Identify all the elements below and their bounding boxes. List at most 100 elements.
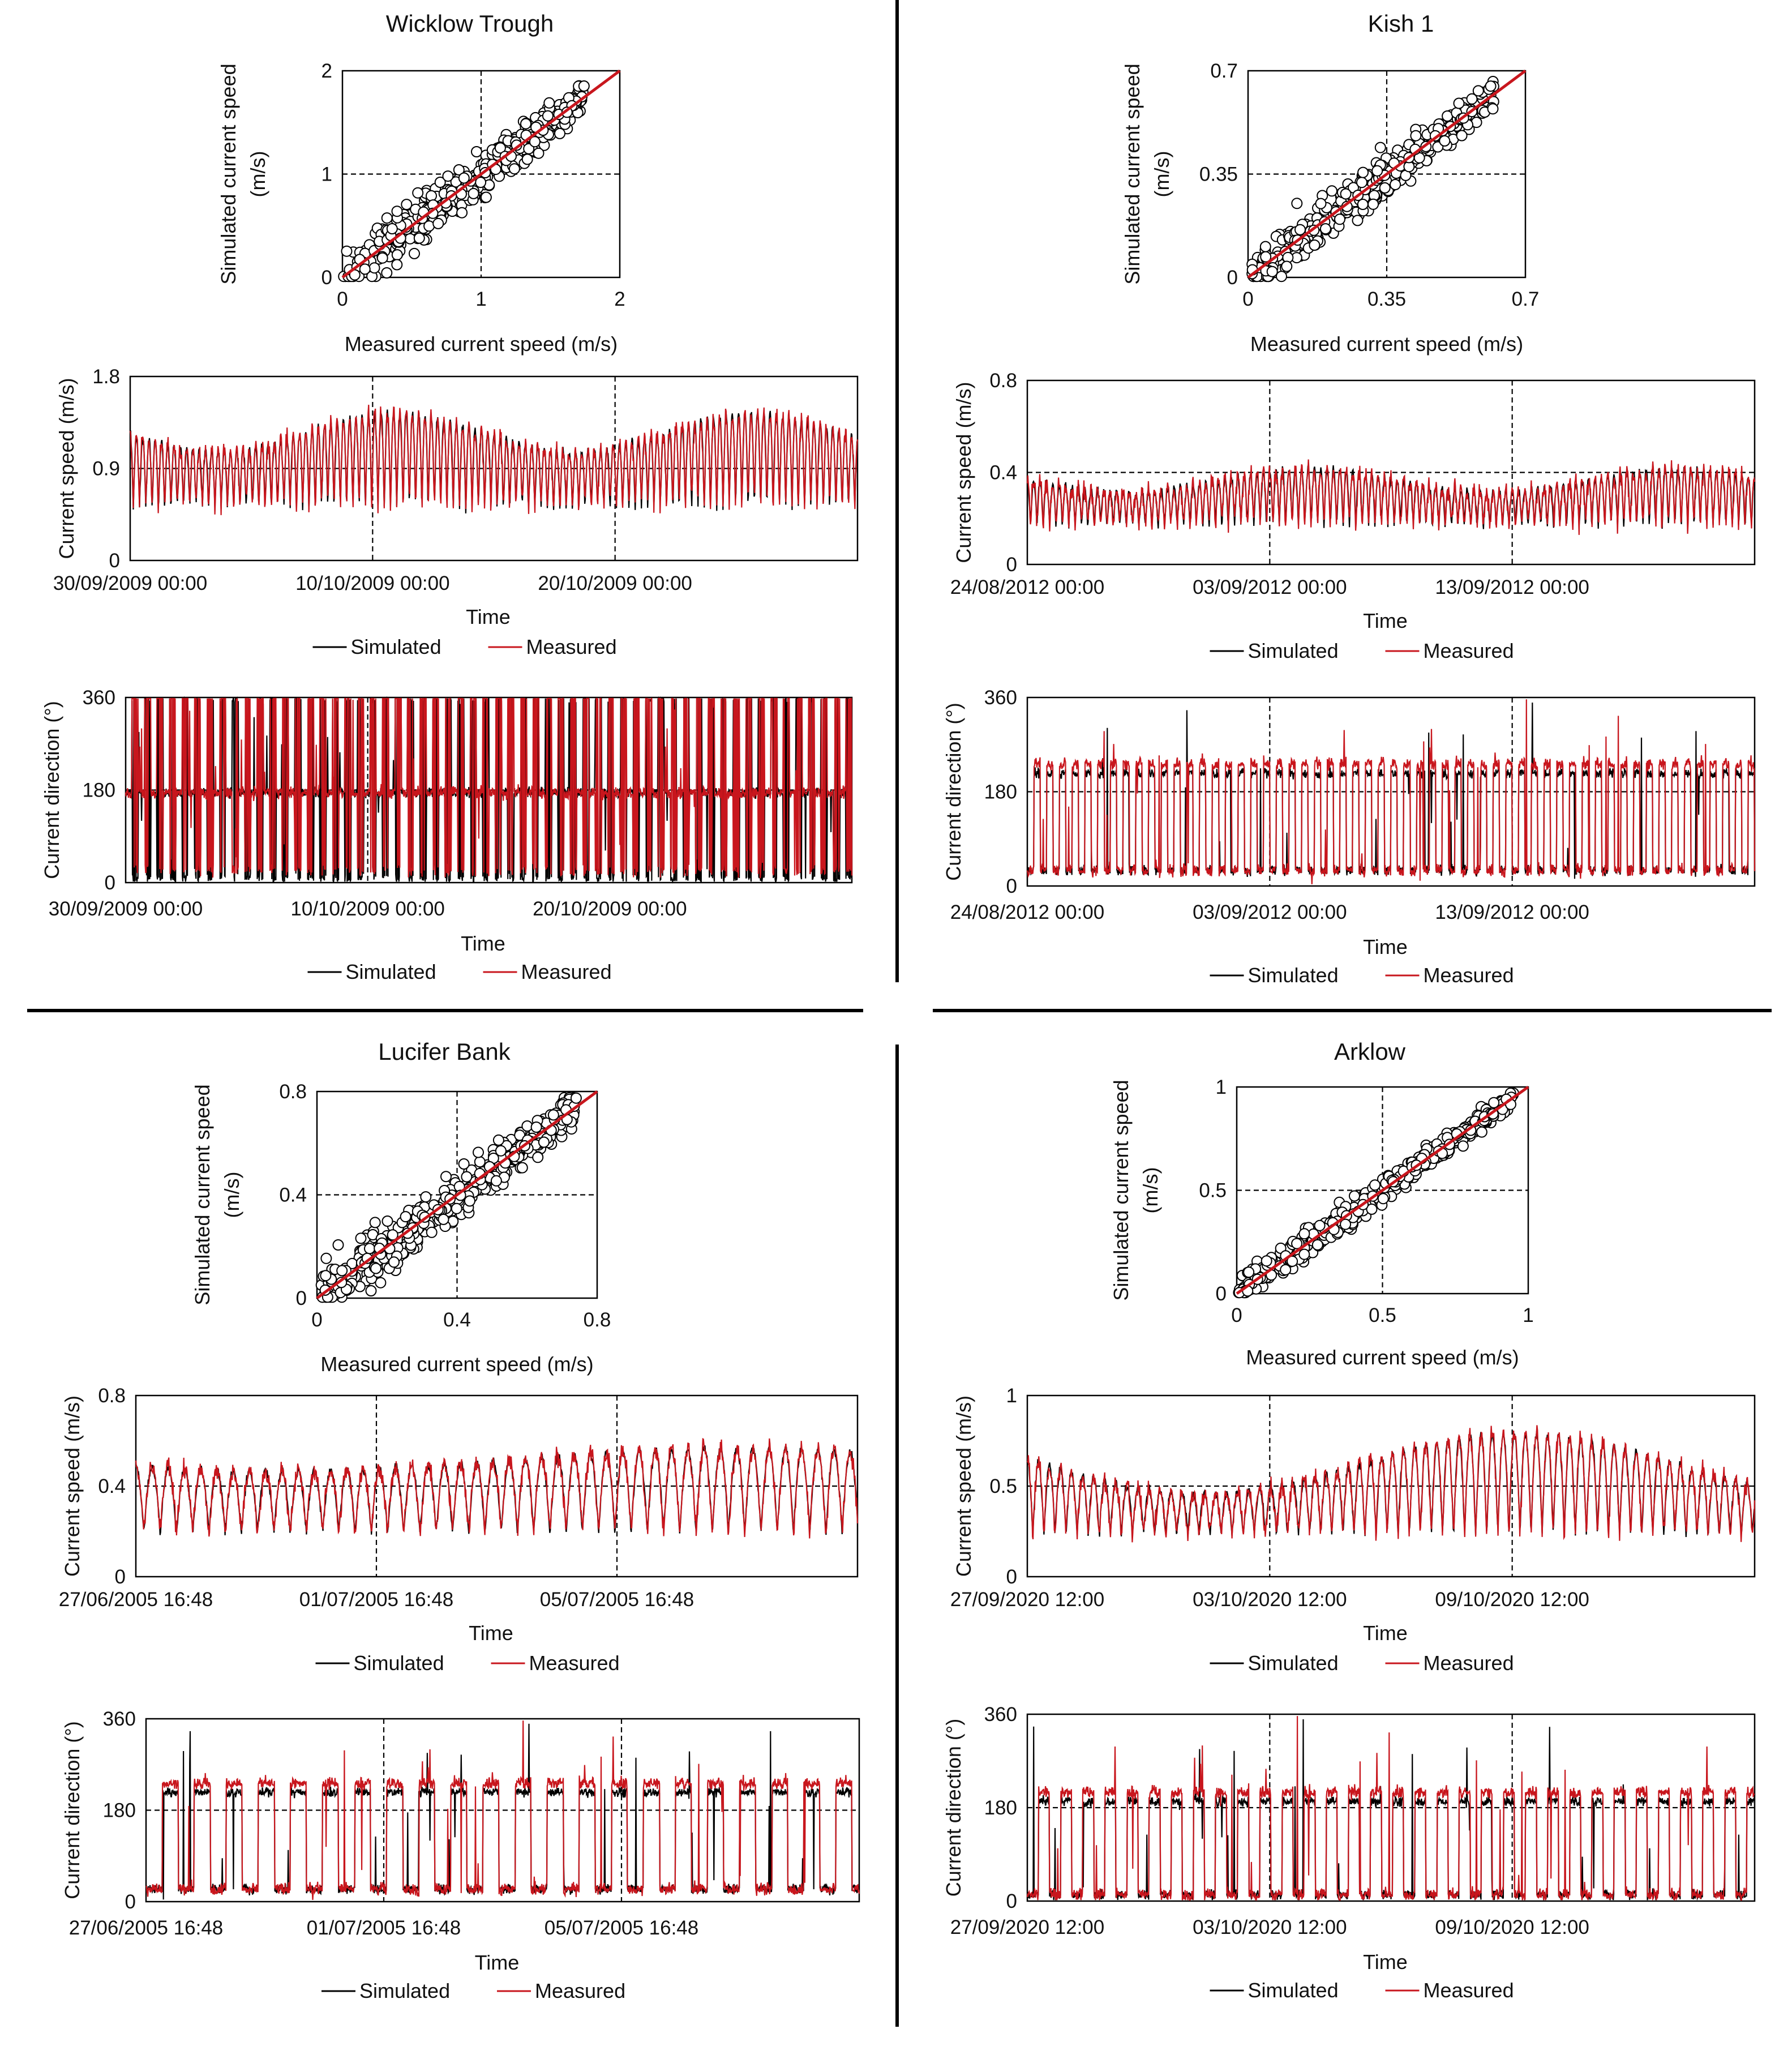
- legend-simulated-label: Simulated: [1248, 964, 1339, 987]
- scatter-point: [332, 1239, 344, 1251]
- scatter-ytick: 1: [321, 164, 332, 186]
- scatter-point: [1374, 142, 1386, 153]
- scatter-point: [1369, 1179, 1381, 1191]
- speed-timeseries: 27/09/2020 12:00 03/10/2020 12:00 09/10/20…: [950, 1385, 1756, 1675]
- speed-ytick: 0.4: [989, 462, 1017, 484]
- scatter-point: [434, 177, 446, 188]
- scatter-plot: 0 0.35 0.7 0 0.35 0.7 Measured current speed (…: [1121, 60, 1539, 356]
- scatter-ytick: 0: [296, 1287, 307, 1309]
- scatter-xtick: 0.4: [443, 1309, 471, 1331]
- scatter-point: [461, 1171, 473, 1183]
- speed-ytick: 0.8: [989, 370, 1017, 392]
- scatter-point: [538, 1136, 550, 1148]
- scatter-point: [1439, 135, 1451, 147]
- scatter-point: [508, 163, 520, 175]
- scatter-point: [1280, 1264, 1292, 1275]
- scatter-xtick: 2: [614, 288, 625, 310]
- direction-xtick: 13/09/2012 00:00: [1435, 901, 1589, 923]
- scatter-ytick: 0: [1227, 267, 1238, 289]
- legend-simulated-label: Simulated: [1248, 1651, 1339, 1675]
- speed-xtick: 09/10/2020 12:00: [1435, 1589, 1589, 1611]
- scatter-point: [458, 172, 470, 184]
- scatter-point: [468, 187, 479, 199]
- measured-direction-line: [125, 697, 853, 879]
- scatter-point: [1261, 1255, 1272, 1267]
- scatter-point: [1367, 198, 1379, 210]
- scatter-point: [1326, 185, 1337, 197]
- scatter-y-axis-label-line2: (m/s): [1150, 151, 1173, 198]
- scatter-point: [1457, 1140, 1469, 1152]
- direction-xtick: 20/10/2009 00:00: [533, 898, 687, 920]
- legend: Simulated Measured: [1210, 1979, 1514, 2002]
- scatter-point: [547, 1109, 559, 1121]
- scatter-point: [453, 164, 465, 176]
- direction-timeseries: 24/08/2012 00:00 03/09/2012 00:00 13/09/20…: [942, 687, 1756, 987]
- scatter-point: [1315, 198, 1327, 209]
- scatter-point: [409, 247, 420, 259]
- scatter-point: [1487, 103, 1499, 115]
- speed-frame: [1026, 1394, 1756, 1578]
- scatter-point: [1366, 1203, 1378, 1215]
- scatter-point: [471, 146, 482, 157]
- speed-xtick: 01/07/2005 16:48: [299, 1589, 453, 1611]
- simulated-speed-line: [1027, 1431, 1756, 1537]
- scatter-points: [1233, 1088, 1519, 1299]
- legend-simulated-label: Simulated: [1248, 639, 1339, 662]
- scatter-point: [1379, 182, 1391, 194]
- scatter-point: [480, 191, 492, 203]
- scatter-point: [1340, 1218, 1352, 1230]
- simulated-direction-line: [145, 1723, 860, 1900]
- scatter-point: [438, 1213, 449, 1225]
- measured-direction-line: [145, 1720, 860, 1900]
- scatter-y-axis-label-line2: (m/s): [246, 151, 269, 198]
- direction-ytick: 180: [984, 1797, 1017, 1819]
- panel-title: Wicklow Trough: [386, 10, 554, 37]
- legend: Simulated Measured: [321, 1979, 625, 2002]
- scatter-point: [529, 136, 541, 148]
- panel-bottom-left: Lucifer Bank 0 0.4 0.8 0 0.4 0.8 Measured curre…: [59, 1038, 860, 2002]
- speed-timeseries: 24/08/2012 00:00 03/09/2012 00:00 13/09/20…: [950, 370, 1756, 662]
- legend-simulated-label: Simulated: [354, 1651, 444, 1675]
- speed-xtick: 10/10/2009 00:00: [295, 572, 449, 594]
- panel-top-right: Kish 1 0 0.35 0.7 0 0.35 0.7 Measured current s…: [942, 10, 1756, 987]
- scatter-point: [530, 1122, 542, 1133]
- scatter-point: [1287, 1255, 1298, 1267]
- panel-top-left: Wicklow Trough 0 1 2 0 1 2 Measured current spe…: [40, 10, 859, 983]
- scatter-y-axis-label-line2: (m/s): [220, 1172, 243, 1218]
- scatter-point: [381, 267, 393, 279]
- scatter-ytick: 0.7: [1210, 60, 1238, 82]
- scatter-x-axis-label: Measured current speed (m/s): [1250, 332, 1523, 356]
- direction-xtick: 27/06/2005 16:48: [69, 1917, 223, 1939]
- direction-ytick: 0: [105, 872, 115, 894]
- scatter-ytick: 0.5: [1199, 1180, 1227, 1202]
- scatter-point: [490, 1175, 502, 1187]
- scatter-point: [1466, 93, 1478, 105]
- panel-separators: [27, 0, 1772, 2027]
- speed-xtick: 13/09/2012 00:00: [1435, 576, 1589, 598]
- speed-x-axis-label: Time: [469, 1621, 513, 1645]
- scatter-point: [1334, 213, 1345, 225]
- measured-speed-line: [135, 1437, 859, 1539]
- speed-ytick: 0: [115, 1566, 126, 1588]
- scatter-point: [492, 1134, 504, 1146]
- direction-ytick: 360: [103, 1708, 136, 1730]
- scatter-xtick: 0.7: [1512, 288, 1540, 310]
- scatter-point: [1281, 260, 1293, 272]
- scatter-xtick: 0: [1242, 288, 1253, 310]
- scatter-point: [336, 1265, 348, 1277]
- speed-xtick: 30/09/2009 00:00: [53, 572, 207, 594]
- scatter-xtick: 0.5: [1369, 1304, 1396, 1326]
- scatter-point: [543, 97, 555, 109]
- scatter-point: [1298, 1248, 1310, 1260]
- direction-x-axis-label: Time: [461, 932, 505, 955]
- scatter-plot: 0 0.4 0.8 0 0.4 0.8 Measured current speed (m/…: [191, 1081, 611, 1376]
- scatter-xtick: 0.35: [1367, 288, 1406, 310]
- one-to-one-line: [1236, 1085, 1529, 1295]
- scatter-point: [1291, 1238, 1303, 1249]
- scatter-point: [495, 1145, 507, 1157]
- scatter-point: [364, 1243, 375, 1255]
- panel-title: Lucifer Bank: [378, 1038, 511, 1065]
- scatter-point: [387, 1229, 398, 1241]
- speed-xtick: 20/10/2009 00:00: [538, 572, 692, 594]
